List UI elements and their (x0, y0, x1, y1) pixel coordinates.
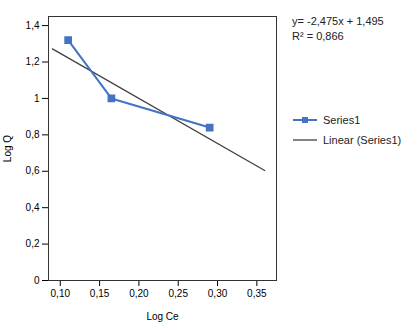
html-text:Linear (Series1): Linear (Series1) (323, 134, 402, 146)
svg-text:0,25: 0,25 (168, 288, 188, 299)
svg-text:Log Q: Log Q (2, 135, 13, 162)
svg-text:0,20: 0,20 (129, 288, 149, 299)
html-text:Series1: Series1 (323, 114, 361, 126)
html-text:y= -2,475x + 1,495: y= -2,475x + 1,495 (292, 15, 384, 27)
svg-text:1,2: 1,2 (26, 56, 40, 67)
svg-text:0: 0 (34, 275, 40, 286)
svg-text:1,4: 1,4 (26, 20, 40, 31)
svg-text:0,30: 0,30 (208, 288, 228, 299)
svg-text:0,35: 0,35 (247, 288, 267, 299)
svg-text:0,10: 0,10 (51, 288, 71, 299)
svg-text:0,15: 0,15 (90, 288, 110, 299)
svg-text:Log Ce: Log Ce (146, 311, 179, 322)
svg-text:1: 1 (34, 93, 40, 104)
svg-text:0,4: 0,4 (26, 202, 40, 213)
html-text:R² = 0,866: R² = 0,866 (292, 30, 344, 42)
svg-text:0,6: 0,6 (26, 165, 40, 176)
svg-text:0,2: 0,2 (26, 238, 40, 249)
svg-text:0,8: 0,8 (26, 129, 40, 140)
